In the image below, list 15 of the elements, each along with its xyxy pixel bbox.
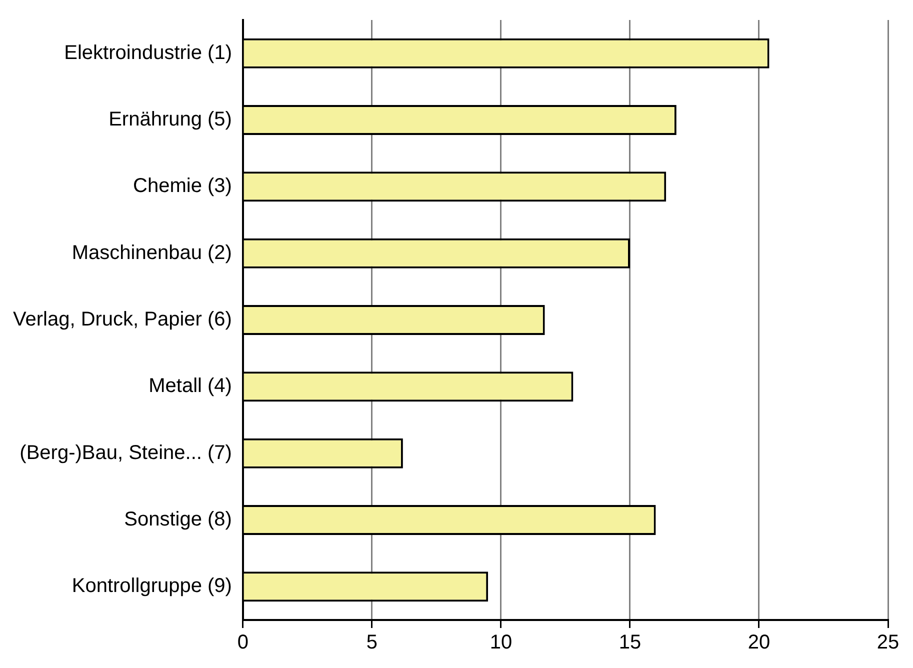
x-tick-label: 25 — [876, 632, 900, 654]
x-tick-label: 0 — [237, 632, 249, 654]
y-tick-label: Ernährung (5) — [108, 108, 232, 131]
y-tick-label: Metall (4) — [148, 375, 232, 398]
x-tick-label: 5 — [366, 632, 378, 654]
x-tick-label: 20 — [748, 632, 770, 654]
y-tick-label: Kontrollgruppe (9) — [72, 575, 232, 598]
x-tick-label: 10 — [490, 632, 512, 654]
y-tick-label: (Berg-)Bau, Steine... (7) — [20, 442, 232, 464]
x-tick-label: 15 — [618, 632, 642, 654]
y-tick-label: Maschinenbau (2) — [72, 242, 232, 264]
y-tick-label: Sonstige (8) — [124, 508, 232, 531]
y-tick-label: Elektroindustrie (1) — [64, 42, 232, 64]
y-tick-label: Chemie (3) — [133, 175, 232, 198]
y-tick-label: Verlag, Druck, Papier (6) — [12, 308, 232, 331]
